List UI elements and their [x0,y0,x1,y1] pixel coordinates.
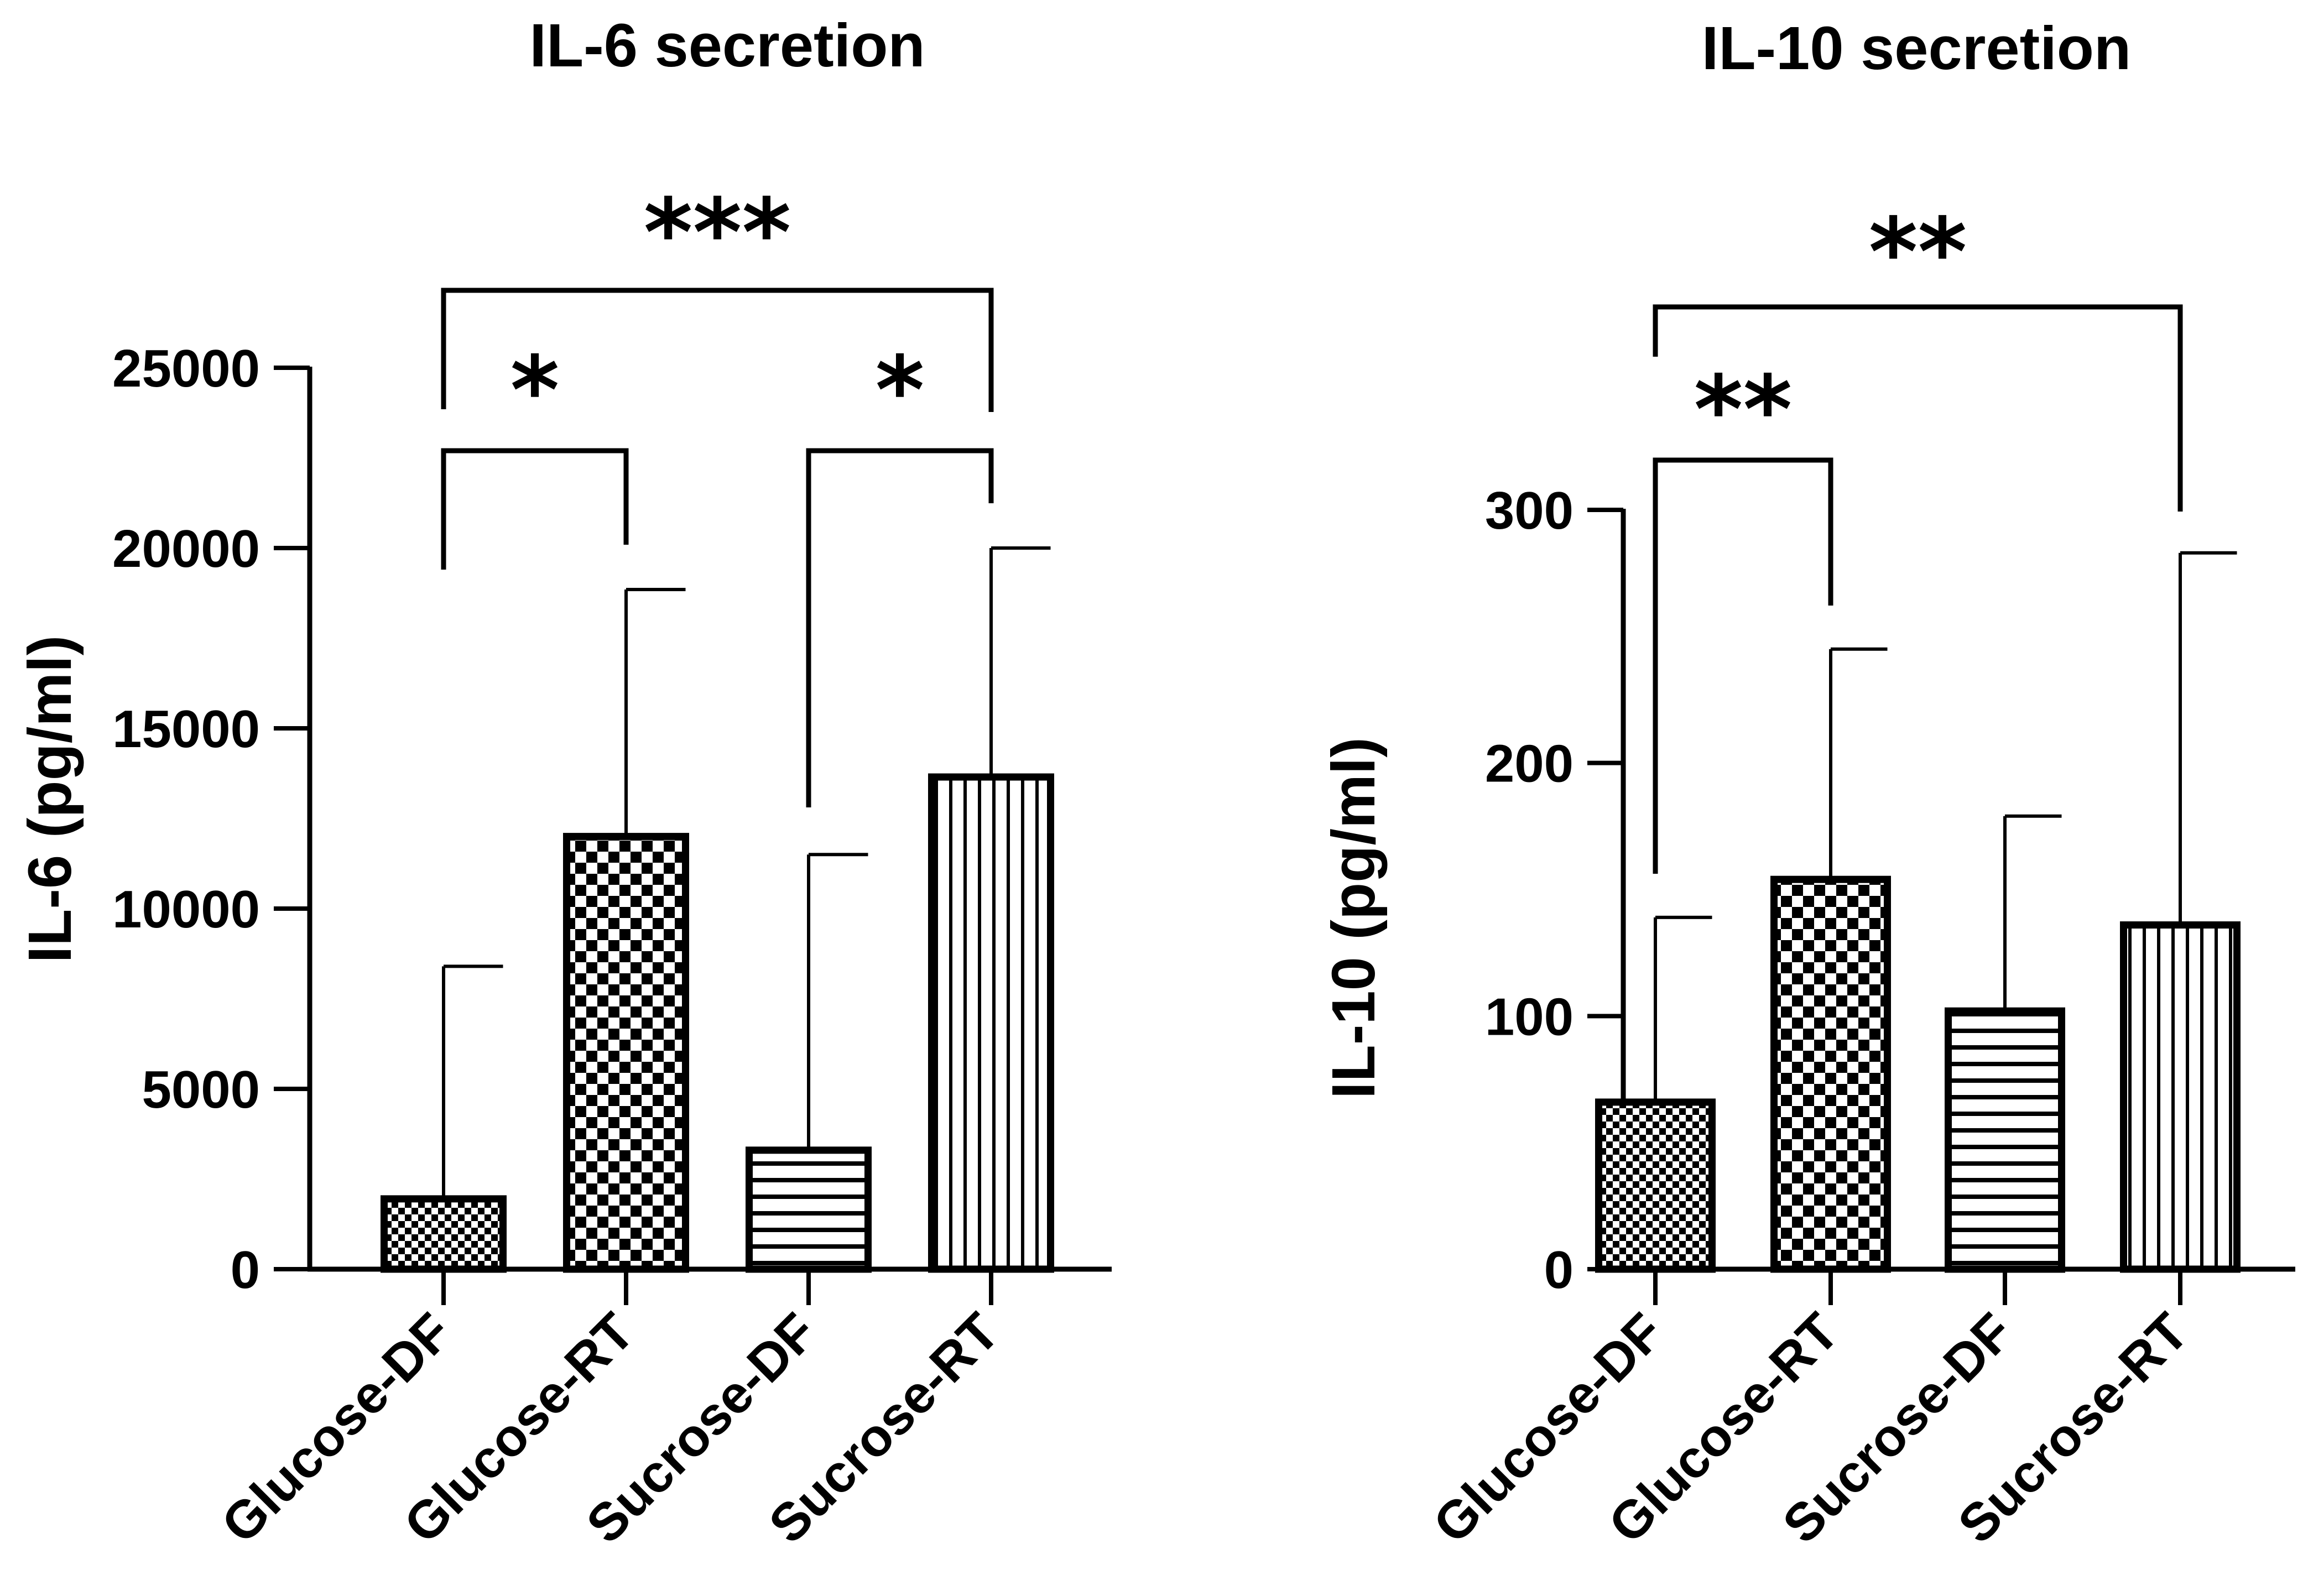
chart-title: IL-6 secretion [529,12,925,80]
bar [2120,921,2241,1273]
y-tick-label: 25000 [112,339,260,398]
y-tick-label: 0 [1544,1240,1574,1300]
y-tick-label: 200 [1485,734,1574,794]
plot-area: 0500010000150002000025000Glucose-DFGluco… [112,179,1112,1555]
bar [746,1146,872,1273]
significance-bracket [1653,304,2183,512]
y-axis-label: IL-6 (pg/ml) [16,635,84,963]
y-tick-label: 100 [1485,987,1574,1046]
bar [563,833,689,1273]
significance-label: ** [1694,356,1793,465]
plot-area: 0100200300Glucose-DFGlucose-RTSucrose-DF… [1422,198,2295,1555]
bar [1945,1007,2065,1273]
chart-title: IL-10 secretion [1702,14,2131,82]
y-axis-label: IL-10 (pg/ml) [1320,737,1388,1099]
significance-bracket [441,448,629,570]
significance-label: * [510,336,560,446]
significance-label: * [876,336,925,446]
y-tick-label: 10000 [112,880,260,939]
bar [1595,1098,1716,1273]
bar [1770,875,1891,1273]
significance-bracket [441,288,994,412]
y-tick-label: 0 [231,1240,260,1300]
y-tick-label: 20000 [112,519,260,578]
y-tick-label: 5000 [142,1060,260,1119]
chart-il6: IL-6 secretion IL-6 (pg/ml) 0 5000 10000 15… [16,12,1112,1555]
significance-label: *** [644,179,791,288]
bar [381,1195,507,1273]
chart-il10: IL-10 secretion IL-10 (pg/ml) 0 100 200 300… [1320,14,2295,1555]
significance-bracket [806,448,994,807]
bar [928,773,1054,1273]
y-tick-label: 300 [1485,481,1574,540]
significance-bracket [1653,457,1833,874]
y-tick-label: 15000 [112,700,260,759]
significance-label: ** [1869,198,1967,307]
